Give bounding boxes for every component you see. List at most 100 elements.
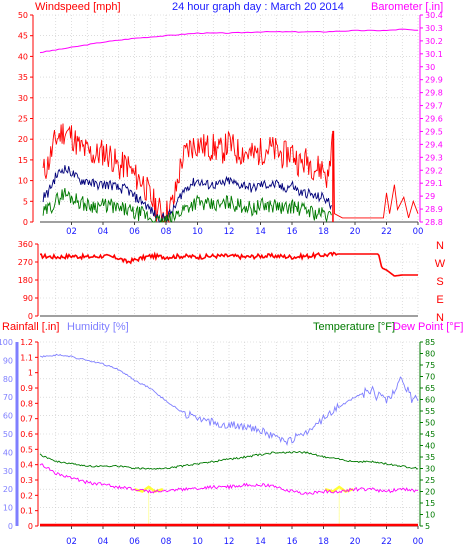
humidity-line xyxy=(39,353,419,446)
humidity-tick-label: 90 xyxy=(3,356,13,365)
temp-tick-label: 70 xyxy=(425,373,435,382)
panel3-x-tick-label: 00 xyxy=(413,537,424,547)
humidity-tick-label: 40 xyxy=(3,448,13,457)
humidity-tick-label: 50 xyxy=(3,430,13,439)
wind-direction-line xyxy=(39,251,418,277)
direction-tick-label: 360 xyxy=(18,240,33,249)
temp-tick-label: 25 xyxy=(425,476,435,485)
chart-marks: 5045403530252015105030.430.330.230.13029… xyxy=(0,11,446,547)
wind-axis-label: Windspeed [mph] xyxy=(35,1,121,13)
rain-tick-label: 0.8 xyxy=(20,399,33,408)
compass-label: W xyxy=(435,258,446,270)
rain-tick-label: 1.2 xyxy=(20,338,33,347)
baro-tick-label: 30.2 xyxy=(425,37,443,46)
temp-tick-label: 35 xyxy=(425,453,435,462)
temp-tick-label: 55 xyxy=(425,407,435,416)
panel3-x-tick-label: 10 xyxy=(192,537,203,547)
temp-tick-label: 10 xyxy=(425,511,435,520)
rain-tick-label: 0 xyxy=(28,522,33,531)
humidity-tick-label: 10 xyxy=(3,504,13,513)
temp-tick-label: 5 xyxy=(425,522,430,531)
panel1-x-tick-label: 22 xyxy=(381,227,392,237)
baro-tick-label: 29 xyxy=(425,192,435,201)
baro-tick-label: 28.9 xyxy=(425,205,443,214)
temp-tick-label: 30 xyxy=(425,465,435,474)
wind-tick-label: 5 xyxy=(23,197,28,206)
panel1-x-tick-label: 10 xyxy=(192,227,203,237)
panel1-x-tick-label: 02 xyxy=(66,227,77,237)
wind-gust-line xyxy=(42,123,333,224)
dewpoint-line xyxy=(39,463,419,495)
panel3-x-tick-label: 16 xyxy=(287,537,298,547)
panel3-x-tick-label: 12 xyxy=(224,537,235,547)
baro-tick-label: 30.4 xyxy=(425,11,443,20)
panel1-x-tick-label: 04 xyxy=(98,227,109,237)
temp-tick-label: 45 xyxy=(425,430,435,439)
wind-tick-label: 20 xyxy=(18,135,28,144)
direction-tick-label: 180 xyxy=(18,276,33,285)
panel3-x-tick-label: 18 xyxy=(318,537,329,547)
baro-tick-label: 29.2 xyxy=(425,166,443,175)
direction-tick-label: 270 xyxy=(18,258,33,267)
rain-tick-label: 1.1 xyxy=(20,353,33,362)
baro-tick-label: 28.8 xyxy=(425,218,443,227)
panel1-x-tick-label: 00 xyxy=(413,227,424,237)
temp-tick-label: 75 xyxy=(425,361,435,370)
barometer-axis-label: Barometer [.in] xyxy=(371,1,443,13)
humidity-tick-label: 30 xyxy=(3,467,13,476)
panel1-x-tick-label: 20 xyxy=(350,227,361,237)
rain-tick-label: 0.7 xyxy=(20,415,33,424)
baro-tick-label: 29.6 xyxy=(425,115,443,124)
baro-tick-label: 29.3 xyxy=(425,153,443,162)
temp-tick-label: 15 xyxy=(425,499,435,508)
wind-tick-label: 45 xyxy=(18,32,28,41)
baro-tick-label: 29.1 xyxy=(425,179,443,188)
temp-tick-label: 80 xyxy=(425,350,435,359)
panel1-x-tick-label: 18 xyxy=(318,227,329,237)
rain-tick-label: 0.9 xyxy=(20,384,33,393)
baro-tick-label: 29.4 xyxy=(425,140,443,149)
baro-tick-label: 30.1 xyxy=(425,50,443,59)
baro-tick-label: 29.8 xyxy=(425,89,443,98)
panel1-x-tick-label: 14 xyxy=(255,227,266,237)
panel1-x-tick-label: 08 xyxy=(161,227,172,237)
baro-tick-label: 30 xyxy=(425,63,435,72)
wind-tick-label: 15 xyxy=(18,156,28,165)
temp-tick-label: 40 xyxy=(425,442,435,451)
rain-tick-label: 0.2 xyxy=(20,491,33,500)
humidity-tick-label: 60 xyxy=(3,412,13,421)
compass-label: S xyxy=(436,276,443,288)
wind-tick-label: 35 xyxy=(18,73,28,82)
humidity-tick-label: 0 xyxy=(8,522,13,531)
direction-tick-label: 90 xyxy=(23,294,33,303)
baro-tick-label: 29.9 xyxy=(425,76,443,85)
panel1-x-tick-label: 16 xyxy=(287,227,298,237)
baro-tick-label: 29.5 xyxy=(425,127,443,136)
panel3-x-tick-label: 04 xyxy=(98,537,109,547)
temperature-line xyxy=(39,451,419,470)
panel3-x-tick-label: 08 xyxy=(161,537,172,547)
baro-tick-label: 30.3 xyxy=(425,24,443,33)
panel3-x-tick-label: 22 xyxy=(381,537,392,547)
wind-average-line xyxy=(42,165,332,223)
panel3-x-tick-label: 20 xyxy=(350,537,361,547)
rain-tick-label: 0.3 xyxy=(20,476,33,485)
rain-tick-label: 0.6 xyxy=(20,430,33,439)
panel1-x-tick-label: 06 xyxy=(129,227,140,237)
temp-tick-label: 20 xyxy=(425,488,435,497)
panel1-x-tick-label: 12 xyxy=(224,227,235,237)
panel3-x-tick-label: 14 xyxy=(255,537,266,547)
wind-gust-late-line xyxy=(332,130,419,223)
rain-tick-label: 0.5 xyxy=(20,445,33,454)
dewpoint-axis-label: Dew Point [°F] xyxy=(393,321,463,333)
humidity-tick-label: 20 xyxy=(3,485,13,494)
temp-tick-label: 65 xyxy=(425,384,435,393)
humidity-tick-label: 70 xyxy=(3,393,13,402)
temp-tick-label: 85 xyxy=(425,338,435,347)
panel3-x-tick-label: 02 xyxy=(66,537,77,547)
compass-label: E xyxy=(436,294,443,306)
rain-tick-label: 0.4 xyxy=(20,461,33,470)
rain-tick-label: 1 xyxy=(28,369,33,378)
